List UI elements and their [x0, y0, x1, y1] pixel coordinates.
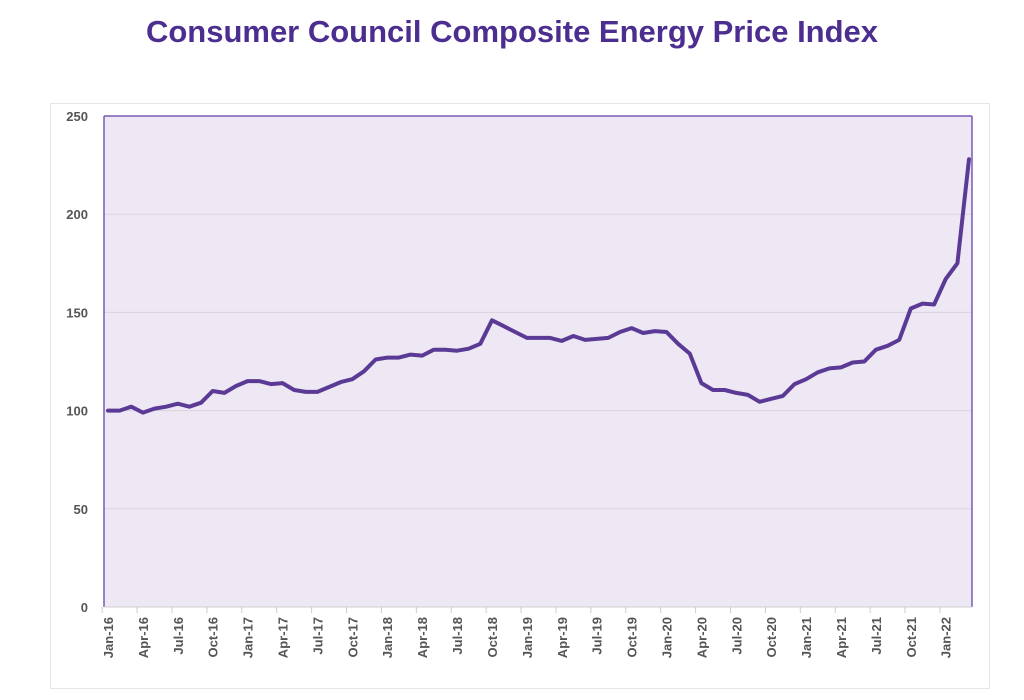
x-tick-label: Jul-19 [590, 617, 605, 655]
x-tick-label: Jul-21 [869, 617, 884, 655]
x-tick-label: Apr-20 [694, 617, 709, 658]
x-tick-label: Jul-20 [729, 617, 744, 655]
y-tick-label: 200 [66, 207, 88, 222]
x-tick-label: Jan-18 [380, 617, 395, 658]
y-tick-label: 0 [81, 600, 88, 615]
x-tick-label: Oct-21 [904, 617, 919, 657]
x-tick-label: Apr-16 [136, 617, 151, 658]
x-tick-label: Apr-17 [276, 617, 291, 658]
x-tick-label: Jan-19 [520, 617, 535, 658]
x-tick-label: Jan-20 [659, 617, 674, 658]
x-tick-label: Jan-17 [241, 617, 256, 658]
x-tick-label: Apr-19 [555, 617, 570, 658]
x-tick-label: Jul-18 [450, 617, 465, 655]
chart-frame [50, 103, 990, 689]
y-tick-label: 150 [66, 305, 88, 320]
x-tick-label: Jan-16 [101, 617, 116, 658]
x-tick-label: Jan-21 [799, 617, 814, 658]
chart-title: Consumer Council Composite Energy Price … [145, 14, 879, 49]
x-tick-label: Apr-21 [834, 617, 849, 658]
x-tick-label: Oct-18 [485, 617, 500, 657]
y-tick-label: 250 [66, 109, 88, 124]
y-tick-label: 100 [66, 404, 88, 419]
x-tick-label: Apr-18 [415, 617, 430, 658]
plot-area [104, 116, 972, 607]
x-tick-label: Jan-22 [939, 617, 954, 658]
x-tick-label: Oct-16 [206, 617, 221, 657]
x-tick-label: Oct-20 [764, 617, 779, 657]
x-tick-label: Jul-16 [171, 617, 186, 655]
x-tick-label: Oct-19 [625, 617, 640, 657]
y-tick-label: 50 [74, 502, 88, 517]
x-tick-label: Jul-17 [310, 617, 325, 655]
x-tick-label: Oct-17 [345, 617, 360, 657]
